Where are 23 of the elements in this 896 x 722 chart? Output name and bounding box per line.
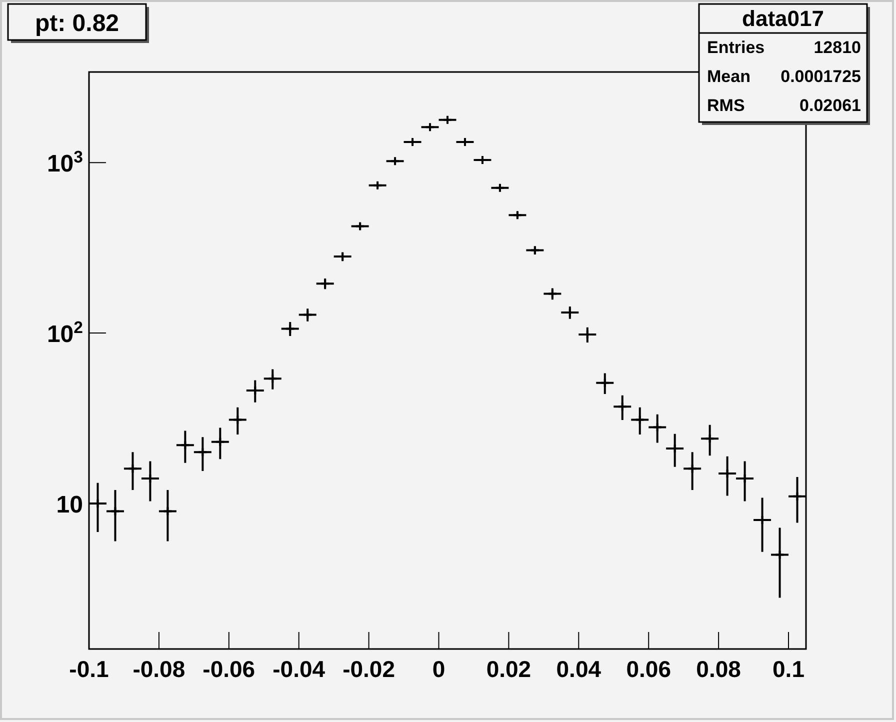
title-box: pt: 0.82: [7, 3, 149, 43]
x-tick-label: -0.02: [342, 656, 396, 682]
annotation: 0.0001725: [780, 67, 861, 86]
x-tick-label: -0.1: [69, 656, 110, 682]
annotation: RMS: [707, 96, 745, 115]
x-tick-label: 0.08: [696, 656, 742, 682]
y-tick-label: 10$^{2}$: [46, 318, 83, 348]
x-tick-label: 0.02: [486, 656, 532, 682]
y-tick-label: 10$^{3}$: [46, 147, 83, 178]
text: 12810: [814, 38, 861, 57]
annotation: 0.02061: [800, 96, 861, 115]
annotation: Mean: [707, 67, 750, 86]
x-tick-label: 0.06: [626, 656, 671, 682]
text: Entries: [707, 38, 765, 57]
x-tick-label: -0.04: [272, 656, 326, 682]
y-tick-label: 10: [56, 491, 83, 518]
x-tick-label: 0: [432, 656, 446, 682]
chart-title: pt: 0.82: [34, 10, 120, 37]
x-tick-label: 0.1: [772, 656, 805, 682]
x-tick-label: 0.04: [556, 656, 602, 682]
x-tick-label: -0.08: [132, 656, 186, 682]
text: data017: [742, 6, 824, 31]
x-tick-label: -0.06: [202, 656, 256, 682]
